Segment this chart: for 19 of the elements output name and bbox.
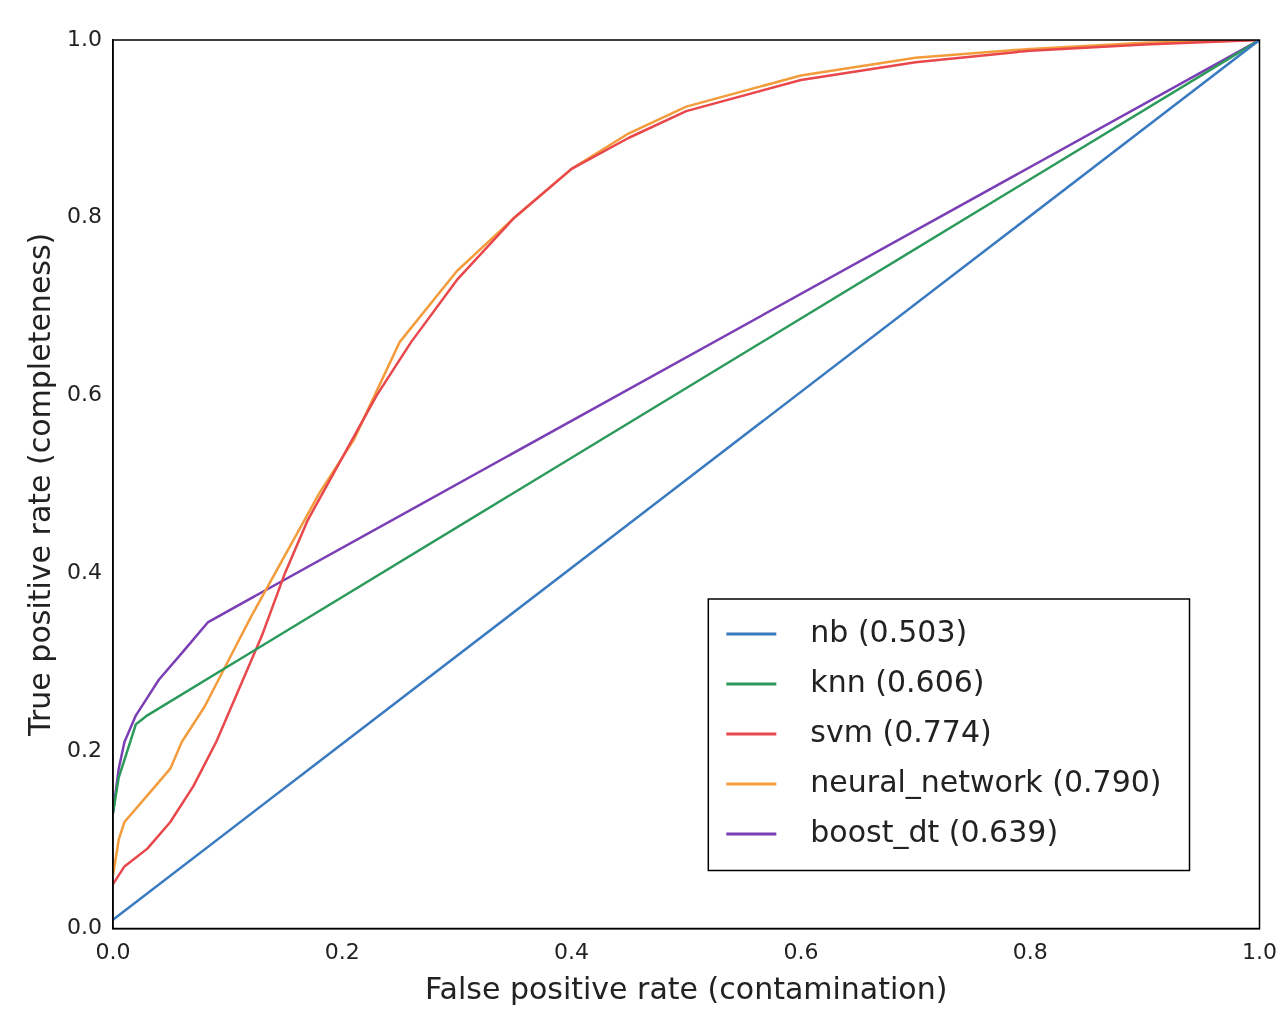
legend-label: knn (0.606) <box>810 663 985 699</box>
legend-label: neural_network (0.790) <box>810 763 1162 799</box>
y-tick-label: 0.8 <box>66 203 102 229</box>
x-tick-label: 1.0 <box>1242 938 1278 964</box>
x-tick-label: 0.8 <box>1012 938 1048 964</box>
y-tick-label: 0.0 <box>66 914 102 940</box>
legend-label: boost_dt (0.639) <box>810 813 1059 849</box>
x-tick-label: 0.2 <box>324 938 360 964</box>
y-tick-label: 0.4 <box>66 558 102 584</box>
y-axis-title: True positive rate (completeness) <box>21 232 57 737</box>
y-tick-label: 0.6 <box>66 381 102 407</box>
x-tick-label: 0.0 <box>95 938 131 964</box>
legend-label: svm (0.774) <box>810 713 992 749</box>
y-tick-label: 1.0 <box>66 25 102 51</box>
x-axis-title: False positive rate (contamination) <box>425 970 948 1006</box>
y-tick-label: 0.2 <box>66 736 102 762</box>
x-tick-label: 0.6 <box>783 938 819 964</box>
x-tick-label: 0.4 <box>554 938 590 964</box>
legend-label: nb (0.503) <box>810 613 968 649</box>
